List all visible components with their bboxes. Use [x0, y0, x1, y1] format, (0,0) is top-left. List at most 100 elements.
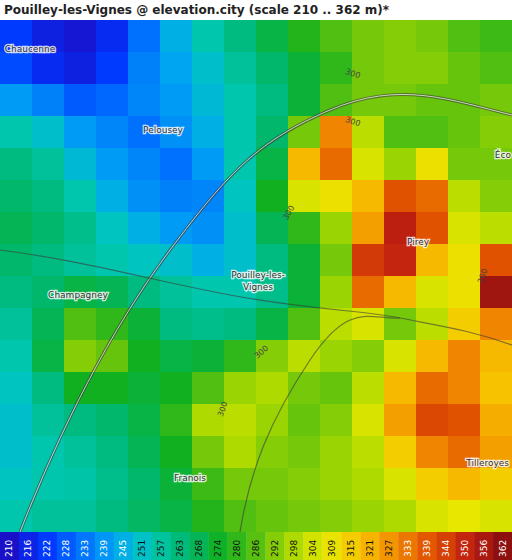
title: Pouilley-les-Vignes @ elevation.city (sc…	[4, 3, 390, 17]
elevation-cell	[256, 404, 289, 437]
elevation-cell	[288, 212, 321, 245]
elevation-cell	[32, 116, 65, 149]
elevation-cell	[416, 20, 449, 53]
place-label: Pelousey	[143, 125, 184, 135]
elevation-cell	[448, 500, 481, 532]
colorbar-swatch	[190, 532, 209, 560]
colorbar-label: 350	[460, 540, 470, 557]
elevation-cell	[320, 372, 353, 405]
elevation-cell	[224, 276, 257, 309]
elevation-cell	[384, 404, 417, 437]
colorbar-label: 233	[80, 540, 90, 557]
elevation-cell	[64, 52, 97, 85]
colorbar-label: 333	[403, 540, 413, 557]
elevation-cell	[64, 84, 97, 117]
elevation-cell	[32, 212, 65, 245]
elevation-cell	[288, 52, 321, 85]
elevation-cell	[224, 180, 257, 213]
elevation-cell	[64, 212, 97, 245]
title-background	[0, 0, 512, 20]
elevation-cell	[224, 436, 257, 469]
elevation-cell	[448, 340, 481, 373]
elevation-cell	[256, 148, 289, 181]
elevation-cell	[160, 308, 193, 341]
elevation-cell	[96, 212, 129, 245]
elevation-cell	[128, 20, 161, 53]
colorbar-label: 228	[61, 540, 71, 557]
elevation-cell	[32, 148, 65, 181]
colorbar-label: 251	[137, 540, 147, 557]
elevation-cell	[352, 20, 385, 53]
elevation-cell	[192, 500, 225, 532]
elevation-cell	[128, 468, 161, 501]
elevation-cell	[384, 372, 417, 405]
elevation-cell	[192, 148, 225, 181]
elevation-cell	[224, 148, 257, 181]
colorbar-swatch	[417, 532, 436, 560]
elevation-cell	[224, 340, 257, 373]
elevation-cell	[224, 372, 257, 405]
elevation-cell	[224, 212, 257, 245]
colorbar-swatch	[360, 532, 379, 560]
colorbar-label: 245	[118, 540, 128, 557]
elevation-cell	[288, 244, 321, 277]
elevation-cell	[288, 436, 321, 469]
elevation-cell	[64, 340, 97, 373]
elevation-cell	[96, 436, 129, 469]
colorbar-swatch	[284, 532, 303, 560]
elevation-cell	[416, 276, 449, 309]
place-label: Tilleroyes	[465, 458, 509, 468]
elevation-cell	[480, 20, 512, 53]
colorbar-label: 321	[365, 540, 375, 557]
elevation-cell	[0, 308, 33, 341]
elevation-cell	[160, 436, 193, 469]
place-label: Chaucenne	[5, 44, 56, 54]
contour-label: 300	[476, 267, 490, 284]
colorbar-label: 222	[42, 540, 52, 557]
elevation-cell	[256, 52, 289, 85]
elevation-cell	[384, 20, 417, 53]
elevation-cell	[320, 180, 353, 213]
colorbar-swatch	[0, 532, 19, 560]
elevation-cell	[448, 52, 481, 85]
terrain	[0, 20, 512, 532]
elevation-cell	[384, 340, 417, 373]
colorbar-label: 286	[251, 540, 261, 557]
elevation-cell	[448, 372, 481, 405]
place-label: Pouilley-les-	[231, 270, 285, 280]
elevation-cell	[480, 180, 512, 213]
elevation-cell	[0, 436, 33, 469]
colorbar-swatch	[19, 532, 38, 560]
elevation-cell	[32, 404, 65, 437]
elevation-cell	[64, 468, 97, 501]
elevation-cell	[416, 116, 449, 149]
elevation-cell	[32, 180, 65, 213]
elevation-cell	[160, 372, 193, 405]
labels: ChaucennePelouseyPouilley-les-VignesCham…	[5, 44, 512, 483]
elevation-cell	[0, 52, 33, 85]
place-label: Pirey	[407, 237, 430, 247]
elevation-cell	[160, 404, 193, 437]
elevation-cell	[288, 276, 321, 309]
contour-label: 300	[344, 115, 361, 129]
elevation-cell	[416, 404, 449, 437]
elevation-cell	[64, 436, 97, 469]
elevation-cell	[128, 340, 161, 373]
colorbar-swatch	[247, 532, 266, 560]
elevation-cell	[320, 340, 353, 373]
elevation-cell	[384, 500, 417, 532]
elevation-cell	[96, 404, 129, 437]
colorbar-swatch	[379, 532, 398, 560]
elevation-cell	[288, 404, 321, 437]
contour-label: 300	[281, 204, 296, 222]
elevation-cell	[192, 52, 225, 85]
colorbar-label: 298	[289, 540, 299, 557]
colorbar-swatch	[474, 532, 493, 560]
elevation-cell	[160, 500, 193, 532]
colorbar-label: 210	[4, 540, 14, 557]
colorbar-swatch	[493, 532, 512, 560]
elevation-cell	[0, 276, 33, 309]
colorbar-label: 362	[498, 540, 508, 557]
elevation-cell	[96, 148, 129, 181]
colorbar-swatch	[455, 532, 474, 560]
